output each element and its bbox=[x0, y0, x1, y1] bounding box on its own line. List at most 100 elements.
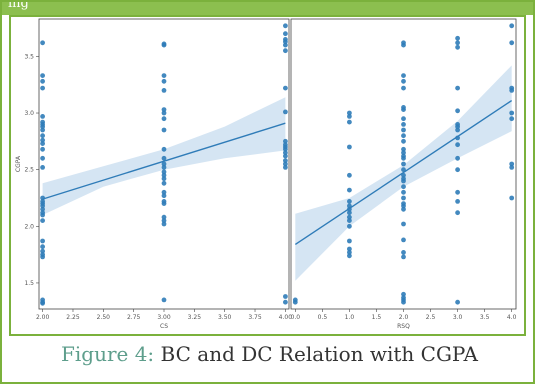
panel-1-data-point bbox=[40, 165, 45, 170]
panel-2-data-point bbox=[347, 253, 352, 259]
panel-2-x-tick-label: 1.5 bbox=[372, 314, 382, 321]
panel-1-x-axis-label: CS bbox=[160, 323, 168, 330]
panel-2-data-point bbox=[401, 42, 406, 48]
panel-2-data-point bbox=[509, 23, 515, 29]
panel-2-data-point bbox=[455, 299, 460, 305]
panel-2-x-tick-label: 3.5 bbox=[480, 314, 490, 321]
panel-1-x-tick-label: 3.50 bbox=[218, 314, 232, 321]
panel-1-data-point bbox=[161, 116, 167, 122]
panel-2-data-point bbox=[401, 78, 406, 84]
panel-1-data-point bbox=[40, 73, 45, 78]
panel-2-data-point bbox=[401, 73, 406, 78]
panel-2-data-point bbox=[401, 184, 406, 190]
panel-1-data-point bbox=[161, 169, 167, 175]
panel-2-data-point bbox=[401, 291, 406, 297]
panel-1-data-point bbox=[161, 193, 167, 199]
panel-2-data-point bbox=[347, 214, 352, 220]
figure-caption: Figure 4: BC and DC Relation with CGPA bbox=[2, 342, 535, 366]
panel-2-data-point bbox=[401, 237, 406, 243]
panel-2-data-point bbox=[401, 133, 406, 139]
panel-2-data-point bbox=[401, 150, 406, 156]
panel-1-x-tick-label: 3.25 bbox=[188, 314, 202, 321]
panel-2-data-point bbox=[347, 172, 352, 178]
panel-2-data-point bbox=[401, 206, 406, 212]
panel-2-data-point bbox=[509, 195, 515, 201]
panel-2-data-point bbox=[509, 116, 515, 122]
panel-2-data-point bbox=[455, 167, 460, 173]
panel-2-data-point bbox=[455, 210, 460, 216]
panel-2-data-point bbox=[347, 218, 352, 224]
panel-2-data-point bbox=[401, 195, 406, 201]
panel-1-data-point bbox=[283, 23, 288, 29]
panel-1-data-point bbox=[283, 144, 288, 150]
panel-1-x-tick-label: 3.75 bbox=[248, 314, 262, 321]
panel-1-data-point bbox=[283, 165, 288, 170]
panel-2-data-point bbox=[401, 122, 406, 127]
panel-1-y-axis-label: CGPA bbox=[15, 155, 22, 172]
panel-2-data-point bbox=[401, 161, 406, 167]
panel-2-data-point bbox=[347, 119, 352, 125]
panel-2-data-point bbox=[401, 146, 406, 152]
panel-1-data-point bbox=[283, 138, 288, 144]
panel-1-data-point bbox=[40, 127, 45, 133]
panel-1-data-point bbox=[161, 73, 167, 78]
panel-1-data-point bbox=[161, 155, 167, 161]
panel-1-data-point bbox=[40, 85, 45, 91]
panel-1-data-point bbox=[283, 39, 288, 45]
panel-2-data-point bbox=[347, 144, 352, 150]
panel-1-data-point bbox=[40, 141, 45, 146]
panel-2-data-point bbox=[347, 114, 352, 119]
panel-1-data-point bbox=[161, 110, 167, 116]
panel-2-data-point bbox=[401, 176, 406, 182]
panel-2-data-point bbox=[455, 189, 460, 195]
panel-2-data-point bbox=[401, 221, 406, 227]
panel-1-data-point bbox=[40, 40, 45, 46]
panel-2-data-point bbox=[509, 110, 515, 116]
panel-2-data-point bbox=[347, 187, 352, 193]
panel-2-data-point bbox=[509, 40, 515, 46]
panel-1-data-point bbox=[40, 300, 45, 306]
panel-2-data-point bbox=[509, 161, 515, 167]
panel-1-data-point bbox=[283, 294, 288, 299]
panel-2-x-tick-label: 3.0 bbox=[453, 314, 463, 321]
panel-2-x-tick-label: 4.0 bbox=[507, 314, 517, 321]
panel-1-data-point bbox=[283, 161, 288, 167]
panel-1-data-point bbox=[161, 78, 167, 84]
panel-2-data-point bbox=[455, 127, 460, 133]
panel-1-data-point bbox=[161, 41, 167, 47]
panel-2-x-tick-label: 0.0 bbox=[291, 314, 301, 321]
panel-2-data-point bbox=[347, 210, 352, 216]
panel-2-data-point bbox=[347, 223, 352, 229]
panel-1-data-point bbox=[161, 127, 167, 133]
panel-1-data-point bbox=[161, 172, 167, 178]
panel-1-x-tick-label: 3.00 bbox=[157, 314, 171, 321]
panel-1-data-point bbox=[161, 176, 167, 182]
caption-label: Figure 4: bbox=[61, 342, 155, 366]
panel-2-data-point bbox=[455, 40, 460, 46]
panel-1-data-point bbox=[161, 165, 167, 170]
panel-1-x-tick-label: 2.50 bbox=[97, 314, 111, 321]
panel-2-data-point bbox=[347, 250, 352, 255]
panel-2-data-point bbox=[455, 35, 460, 41]
panel-1-data-point bbox=[283, 42, 288, 48]
figure-box: 2.00 2.25 2.50 2.75 3.00 3.25 3.50 3.75 4.00 CS 1.… bbox=[9, 15, 526, 336]
panel-1-y-tick-label: 1.5 bbox=[24, 280, 34, 287]
caption-text: BC and DC Relation with CGPA bbox=[154, 342, 478, 366]
panel-1-data-point bbox=[40, 122, 45, 127]
panel-1-data-point bbox=[161, 180, 167, 186]
panel-1-data-point bbox=[40, 212, 45, 218]
panel-2-regression-line bbox=[294, 99, 513, 246]
panel-1-data-point bbox=[40, 248, 45, 254]
panel-1-data-point bbox=[161, 221, 167, 227]
panel-1-x-tick-label: 2.00 bbox=[36, 314, 50, 321]
panel-2-data-point bbox=[509, 88, 515, 93]
panel-1-data-point bbox=[283, 85, 288, 91]
panel-2-data-point bbox=[347, 238, 352, 244]
panel-1-data-point bbox=[283, 109, 288, 115]
panel-1-data-point bbox=[40, 133, 45, 139]
panel-1-data-point bbox=[161, 214, 167, 220]
panel-2-x-tick-label: 1.0 bbox=[345, 314, 355, 321]
panel-2-data-point bbox=[401, 203, 406, 209]
chart-area: 2.00 2.25 2.50 2.75 3.00 3.25 3.50 3.75 4.00 CS 1.… bbox=[15, 18, 517, 330]
